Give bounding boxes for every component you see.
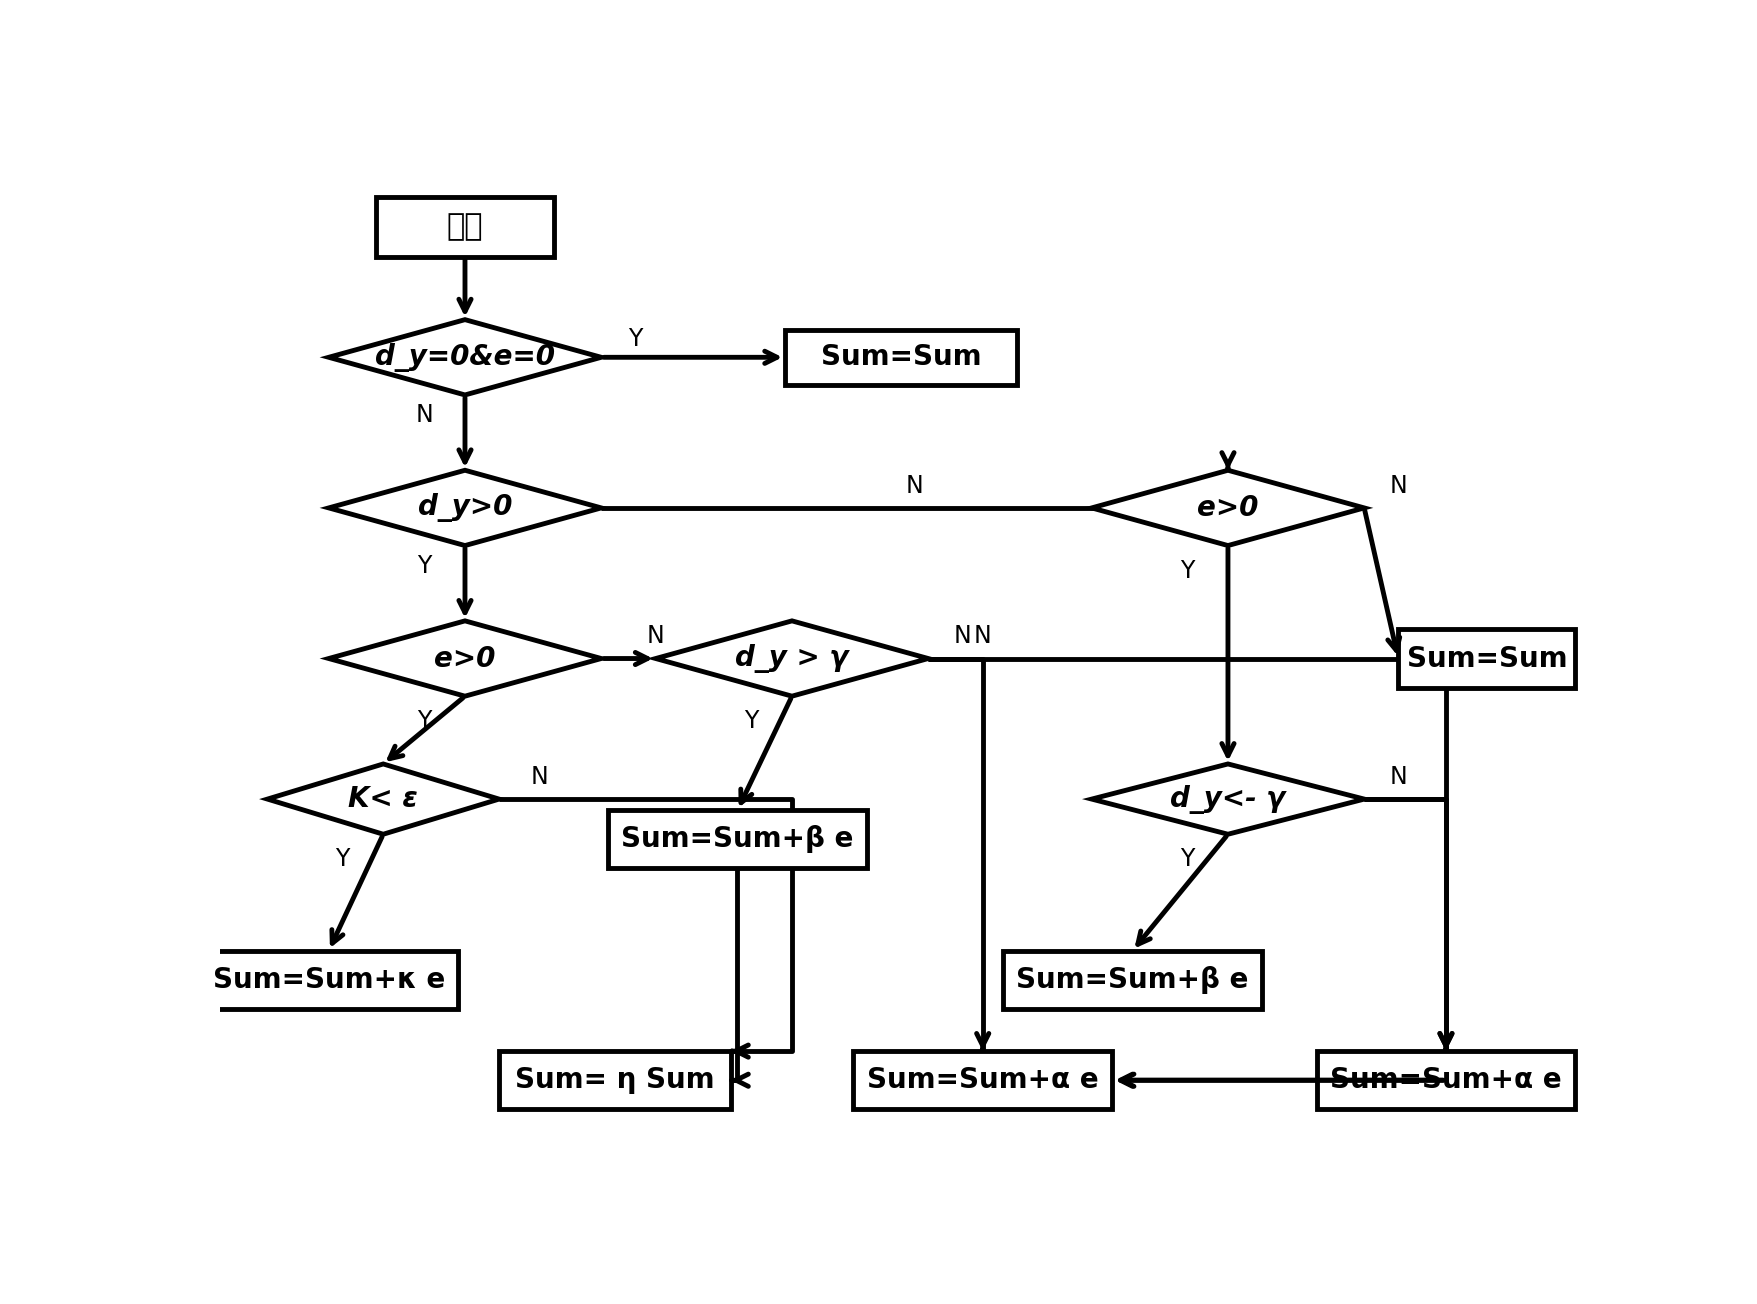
Text: N: N bbox=[531, 765, 548, 789]
Polygon shape bbox=[1091, 764, 1363, 835]
Polygon shape bbox=[329, 621, 601, 696]
Text: Sum=Sum+β e: Sum=Sum+β e bbox=[620, 825, 854, 853]
Text: d_y=0&e=0: d_y=0&e=0 bbox=[374, 343, 555, 372]
FancyBboxPatch shape bbox=[199, 951, 459, 1009]
FancyBboxPatch shape bbox=[1003, 951, 1262, 1009]
Text: Sum=Sum: Sum=Sum bbox=[1406, 644, 1565, 673]
Text: N: N bbox=[1388, 473, 1406, 498]
FancyBboxPatch shape bbox=[499, 1051, 731, 1110]
Text: Y: Y bbox=[743, 709, 757, 733]
FancyBboxPatch shape bbox=[852, 1051, 1112, 1110]
Text: Sum=Sum+κ e: Sum=Sum+κ e bbox=[213, 966, 445, 994]
Text: e>0: e>0 bbox=[1197, 494, 1258, 522]
Text: d_y>0: d_y>0 bbox=[418, 493, 511, 523]
Text: Y: Y bbox=[1179, 848, 1193, 871]
FancyBboxPatch shape bbox=[376, 197, 553, 257]
FancyBboxPatch shape bbox=[1316, 1051, 1574, 1110]
FancyBboxPatch shape bbox=[1397, 630, 1574, 687]
Text: Y: Y bbox=[336, 848, 350, 871]
Polygon shape bbox=[655, 621, 928, 696]
Text: e>0: e>0 bbox=[434, 644, 495, 673]
Text: d_y > γ: d_y > γ bbox=[734, 644, 849, 673]
Text: K< ε: K< ε bbox=[348, 785, 418, 814]
Text: Sum=Sum+α e: Sum=Sum+α e bbox=[866, 1067, 1098, 1094]
Text: Y: Y bbox=[416, 709, 430, 733]
Text: 开始: 开始 bbox=[446, 213, 483, 241]
Text: N: N bbox=[973, 625, 991, 648]
Text: Sum=Sum+α e: Sum=Sum+α e bbox=[1330, 1067, 1560, 1094]
Text: Y: Y bbox=[1179, 558, 1193, 583]
Polygon shape bbox=[329, 319, 601, 395]
Text: Sum= η Sum: Sum= η Sum bbox=[515, 1067, 715, 1094]
Text: Y: Y bbox=[416, 554, 430, 578]
Text: d_y<- γ: d_y<- γ bbox=[1170, 785, 1284, 814]
Text: N: N bbox=[952, 625, 970, 648]
Text: N: N bbox=[905, 473, 922, 498]
Text: N: N bbox=[1388, 765, 1406, 789]
FancyBboxPatch shape bbox=[785, 330, 1016, 385]
Text: N: N bbox=[647, 625, 664, 648]
Text: Sum=Sum+β e: Sum=Sum+β e bbox=[1016, 966, 1247, 994]
Text: Sum=Sum: Sum=Sum bbox=[821, 343, 980, 372]
Text: Y: Y bbox=[627, 327, 641, 351]
FancyBboxPatch shape bbox=[608, 810, 866, 868]
Polygon shape bbox=[1091, 471, 1363, 545]
Polygon shape bbox=[329, 471, 601, 545]
Polygon shape bbox=[267, 764, 499, 835]
Text: N: N bbox=[415, 403, 432, 426]
